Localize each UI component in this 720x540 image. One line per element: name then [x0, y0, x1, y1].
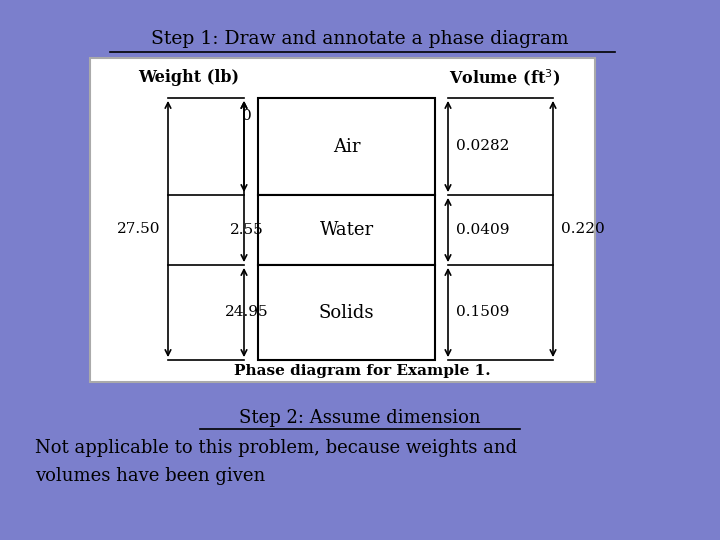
Bar [258, 265, 435, 360]
Text: Not applicable to this problem, because weights and: Not applicable to this problem, because … [35, 439, 517, 457]
Bar [90, 58, 595, 382]
Text: Step 2: Assume dimension: Step 2: Assume dimension [239, 409, 481, 427]
Bar [258, 98, 435, 195]
Text: 24.95: 24.95 [225, 306, 269, 320]
Text: 0.220: 0.220 [561, 222, 605, 236]
Text: Air: Air [333, 138, 360, 156]
Text: Water: Water [320, 221, 374, 239]
Text: 0.0409: 0.0409 [456, 223, 510, 237]
Text: Solids: Solids [319, 303, 374, 321]
Text: 2.55: 2.55 [230, 223, 264, 237]
Text: 0: 0 [242, 109, 252, 123]
Text: Volume (ft$^3$): Volume (ft$^3$) [449, 68, 561, 89]
Text: Weight (lb): Weight (lb) [138, 70, 240, 86]
Text: 27.50: 27.50 [117, 222, 160, 236]
Bar [258, 195, 435, 265]
Text: 0.0282: 0.0282 [456, 139, 509, 153]
Text: Phase diagram for Example 1.: Phase diagram for Example 1. [234, 364, 491, 378]
Text: volumes have been given: volumes have been given [35, 467, 265, 485]
Text: 0.1509: 0.1509 [456, 306, 509, 320]
Text: Step 1: Draw and annotate a phase diagram: Step 1: Draw and annotate a phase diagra… [151, 30, 569, 48]
